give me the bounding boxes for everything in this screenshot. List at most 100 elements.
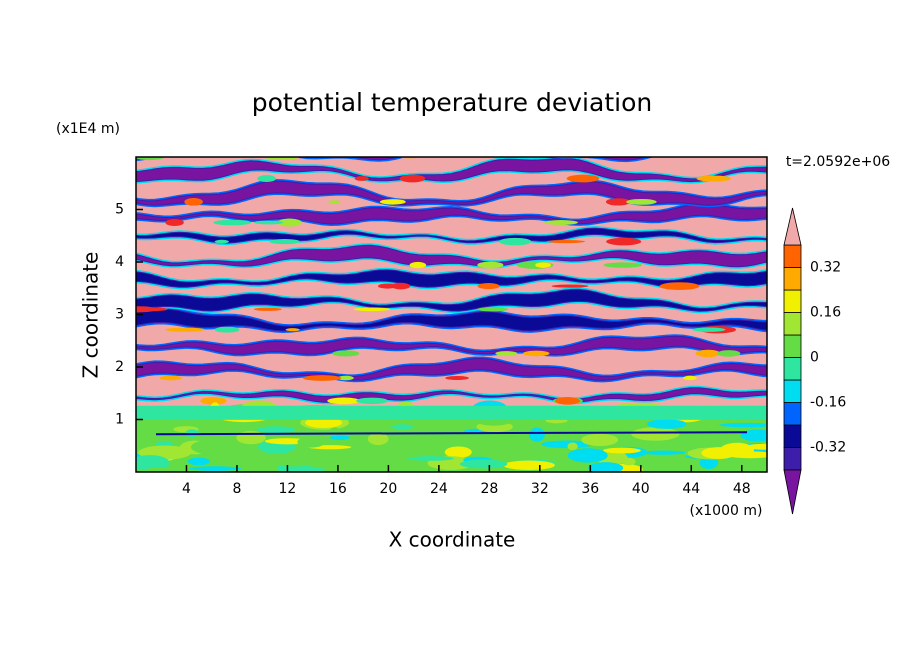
field-patch	[544, 220, 578, 226]
field-patch	[319, 447, 372, 459]
field-patch	[692, 327, 726, 332]
y-axis-label: Z coordinate	[79, 252, 103, 379]
colorbar-box	[783, 312, 802, 336]
field-patch	[392, 442, 425, 454]
x-tick-label: 8	[232, 481, 241, 497]
field-band	[136, 203, 767, 225]
time-label: t=2.0592e+06	[786, 154, 890, 170]
colorbar-box	[783, 402, 802, 426]
field-patch	[305, 417, 343, 429]
colorbar-extend-low	[783, 469, 802, 515]
colorbar-label: -0.16	[810, 395, 846, 411]
field-patch	[409, 261, 427, 269]
field-patch	[603, 262, 642, 268]
field-patch	[554, 397, 581, 405]
y-tick-label: 5	[115, 202, 124, 218]
x-tick-label: 24	[430, 481, 448, 497]
field-patch	[136, 157, 166, 161]
field-patch	[567, 448, 608, 463]
field-patch	[605, 198, 631, 206]
field-patch	[566, 174, 600, 183]
field-patch	[503, 460, 555, 471]
field-band	[136, 227, 767, 244]
field-patch	[477, 261, 504, 269]
y-tick-label: 3	[115, 307, 124, 323]
field-band	[136, 180, 767, 206]
field-patch	[719, 442, 755, 458]
field-patch	[518, 451, 533, 460]
field-fill	[136, 405, 767, 420]
field-patch	[626, 198, 657, 205]
field-patch	[603, 447, 641, 454]
field-patch	[695, 349, 721, 358]
field-band	[136, 288, 767, 312]
field-patch	[495, 351, 518, 356]
field-patch	[640, 450, 686, 455]
field-patch	[190, 439, 234, 455]
field-patch	[328, 200, 341, 204]
field-patch	[651, 459, 698, 467]
field-patch	[367, 432, 389, 446]
colorbar-label: -0.32	[810, 440, 846, 456]
colorbar-box	[783, 267, 802, 291]
field-patch	[253, 307, 282, 311]
field-patch	[329, 435, 350, 440]
x-tick-label: 36	[581, 481, 599, 497]
field-patch	[332, 350, 360, 357]
field-patch	[353, 307, 391, 312]
field-patch	[216, 424, 258, 434]
field-patch	[399, 174, 426, 183]
field-patch	[581, 433, 619, 447]
colorbar-label: 0	[810, 350, 819, 366]
field-patch	[740, 429, 767, 442]
colorbar-box	[783, 289, 802, 313]
x-unit: (x1000 m)	[690, 503, 763, 519]
field-band	[136, 307, 767, 332]
field-patch	[719, 422, 767, 428]
y-tick-label: 2	[115, 359, 124, 375]
field-patch	[717, 350, 741, 357]
field-patch	[529, 427, 545, 442]
colorbar-box	[783, 424, 802, 448]
field-patch	[567, 442, 578, 451]
colorbar-box	[783, 334, 802, 358]
colorbar-extend-high	[783, 207, 802, 246]
field-patch	[445, 376, 469, 380]
field-patch	[407, 456, 454, 461]
field-patch	[297, 436, 326, 448]
field-patch	[391, 424, 414, 430]
y-tick-label: 1	[115, 412, 124, 428]
colorbar-box	[783, 244, 802, 268]
y-tick-label: 4	[115, 254, 124, 270]
field-patch	[391, 282, 411, 290]
colorbar-box	[783, 357, 802, 381]
x-tick-label: 48	[733, 481, 751, 497]
x-tick-label: 20	[379, 481, 397, 497]
field-patch	[257, 175, 276, 183]
field-patch	[409, 424, 443, 438]
field-patch	[327, 397, 361, 405]
chart-title: potential temperature deviation	[252, 88, 652, 117]
field-patch	[165, 327, 206, 332]
field-patch	[378, 283, 397, 289]
x-tick-label: 44	[682, 481, 700, 497]
field-patch	[499, 237, 532, 246]
field-patch	[444, 446, 472, 458]
x-tick-label: 16	[329, 481, 347, 497]
field-patch	[606, 237, 642, 246]
field-patch	[187, 457, 210, 466]
field-patch	[214, 326, 240, 333]
colorbar-box	[783, 379, 802, 403]
field-patch	[256, 426, 296, 434]
field-patch	[285, 328, 300, 332]
field-patch	[535, 262, 552, 268]
field-patch	[277, 218, 302, 227]
field-line	[155, 431, 748, 436]
field-patch	[200, 397, 227, 405]
field-patch	[213, 219, 252, 226]
field-patch	[354, 176, 369, 181]
field-patch	[159, 375, 182, 381]
field-band	[136, 335, 767, 356]
x-tick-label: 4	[182, 481, 191, 497]
